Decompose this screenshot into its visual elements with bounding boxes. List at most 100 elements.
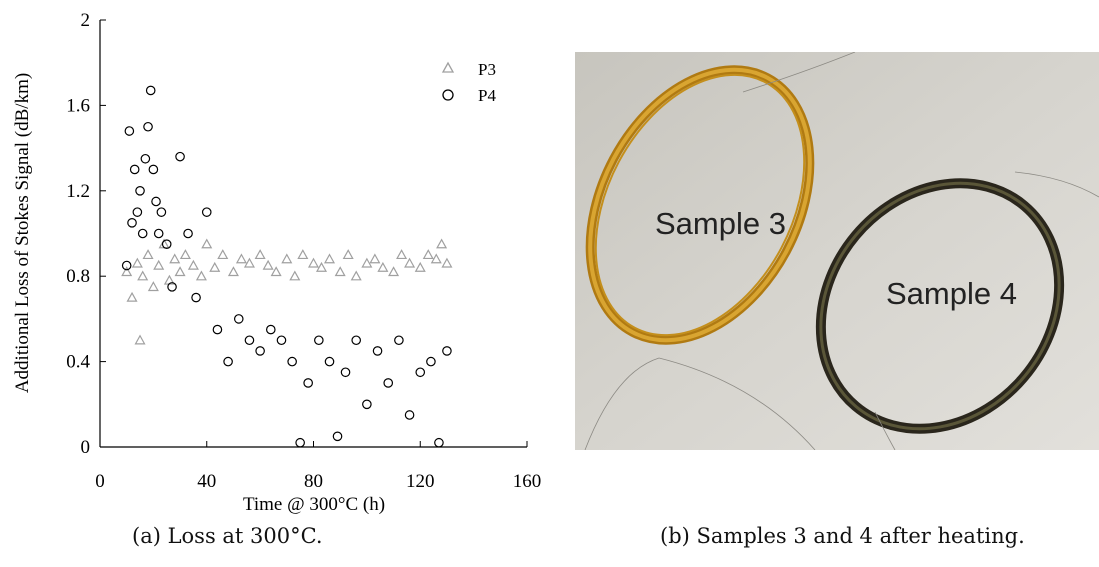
- sample-4-coil: [815, 178, 1065, 434]
- p4-point: [287, 356, 297, 367]
- p3-point: [131, 257, 143, 268]
- y-axis-title: Additional Loss of Stokes Signal (dB/km): [12, 73, 33, 393]
- figure-caption-a: (a) Loss at 300°C.: [132, 524, 323, 548]
- p3-point: [388, 266, 400, 277]
- p4-point: [161, 239, 172, 249]
- p3-point: [134, 334, 146, 345]
- p3-point: [179, 249, 191, 260]
- y-tick-label: 0.4: [66, 352, 90, 373]
- p3-point: [142, 249, 154, 260]
- p4-point: [137, 228, 148, 239]
- p4-point: [129, 164, 140, 175]
- sample-3-coil: [585, 65, 815, 345]
- p3-point: [377, 261, 389, 272]
- p4-point: [167, 282, 177, 292]
- p3-point: [195, 270, 207, 281]
- legend-marker-p3: [441, 61, 455, 73]
- x-tick-label: 120: [406, 471, 435, 492]
- p4-point: [143, 121, 153, 132]
- p4-point: [255, 346, 265, 356]
- p4-point: [404, 410, 415, 420]
- x-tick-label: 0: [95, 471, 105, 492]
- p4-point: [156, 207, 167, 217]
- y-tick-label: 1.6: [66, 95, 90, 116]
- x-tick-label: 40: [197, 471, 216, 492]
- p3-point: [153, 259, 165, 270]
- p4-point: [191, 292, 201, 303]
- p4-point: [151, 196, 161, 207]
- photo-label-sample-3: Sample 3: [655, 206, 786, 241]
- p3-point: [404, 257, 416, 268]
- loss-scatter-chart: 0 40 80 120 160 0 0.4 0.8 1.2 1.6 2 Time @ 300°C (…: [12, 10, 541, 515]
- p4-point: [148, 164, 159, 175]
- p4-point: [314, 335, 324, 346]
- p3-point: [441, 257, 453, 268]
- p3-point: [350, 270, 362, 281]
- p3-point: [235, 253, 247, 264]
- series-p3-points: [121, 238, 453, 345]
- p3-point: [289, 270, 301, 281]
- p3-point: [209, 261, 221, 272]
- p4-point: [340, 367, 351, 378]
- p3-point: [297, 249, 309, 260]
- y-tick-label: 0.8: [66, 266, 90, 287]
- p4-point: [372, 346, 383, 356]
- series-p4-points: [121, 85, 452, 448]
- p3-point: [227, 266, 239, 277]
- p4-point: [132, 207, 143, 217]
- x-axis-title: Time @ 300°C (h): [243, 494, 385, 515]
- p3-point: [422, 249, 434, 260]
- p3-point: [396, 249, 408, 260]
- p3-point: [147, 281, 159, 292]
- p3-point: [430, 253, 442, 264]
- p3-point: [315, 261, 328, 272]
- y-tick-label: 1.2: [66, 181, 90, 202]
- p3-point: [201, 238, 213, 249]
- chart-axes: [99, 20, 527, 448]
- p4-point: [303, 378, 313, 388]
- p3-point: [334, 266, 346, 277]
- p4-point: [244, 335, 255, 346]
- legend-label-p4: P4: [478, 86, 496, 105]
- p3-point: [262, 259, 274, 270]
- loose-fiber-strands: [584, 52, 1099, 450]
- p4-point: [140, 153, 151, 164]
- p3-point: [323, 253, 336, 264]
- p4-point: [415, 367, 426, 378]
- p3-point: [126, 291, 138, 302]
- p3-point: [342, 249, 354, 260]
- p4-point: [442, 346, 452, 356]
- fiber-samples-photo: Sample 3 Sample 4: [575, 52, 1099, 450]
- p4-point: [145, 85, 156, 96]
- p4-point: [183, 228, 193, 239]
- p4-point: [351, 335, 361, 346]
- p4-point: [332, 431, 343, 442]
- p3-point: [217, 249, 229, 260]
- p4-point: [121, 260, 132, 271]
- p4-point: [233, 314, 244, 324]
- p4-point: [212, 324, 223, 335]
- p4-point: [383, 378, 394, 388]
- p4-point: [124, 126, 135, 136]
- y-tick-label: 0: [81, 437, 91, 458]
- p3-point: [369, 253, 381, 264]
- p4-point: [175, 151, 185, 162]
- legend-label-p3: P3: [478, 60, 496, 79]
- p4-point: [265, 324, 276, 335]
- chart-legend: P3 P4: [441, 60, 496, 105]
- p4-point: [324, 356, 335, 367]
- p4-point: [434, 437, 444, 448]
- p4-point: [201, 207, 212, 217]
- p4-point: [135, 186, 145, 196]
- p3-point: [361, 257, 373, 268]
- p4-point: [295, 437, 305, 448]
- p3-point: [169, 253, 181, 264]
- p4-point: [127, 218, 137, 228]
- p4-point: [223, 356, 233, 367]
- p3-point: [137, 270, 149, 281]
- y-tick-label: 2: [81, 10, 91, 31]
- p4-point: [426, 356, 436, 367]
- p3-point: [414, 261, 426, 272]
- p4-point: [362, 399, 372, 410]
- p3-point: [174, 266, 186, 277]
